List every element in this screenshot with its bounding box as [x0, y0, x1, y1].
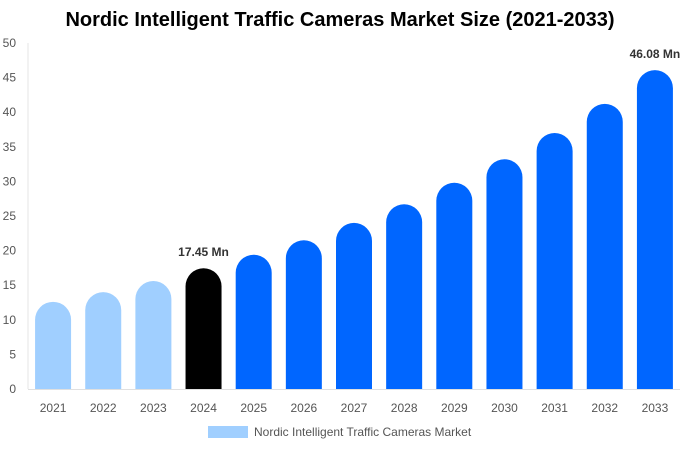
x-tick-label: 2028 — [391, 401, 418, 415]
bar-2032 — [586, 103, 623, 390]
bar-2022 — [85, 292, 122, 389]
x-tick-label: 2027 — [341, 401, 368, 415]
x-tick-label: 2032 — [591, 401, 618, 415]
bar-2021 — [35, 301, 72, 389]
bar-2031 — [536, 132, 573, 389]
chart-title: Nordic Intelligent Traffic Cameras Marke… — [65, 9, 615, 31]
x-tick-label: 2030 — [491, 401, 518, 415]
y-tick-label: 30 — [3, 174, 17, 188]
y-tick-label: 15 — [3, 278, 17, 292]
y-tick-label: 10 — [3, 313, 17, 327]
x-tick-label: 2026 — [290, 401, 317, 415]
data-label-2024: 17.45 Mn — [178, 245, 229, 259]
bar-2027 — [336, 222, 372, 389]
x-tick-label: 2025 — [240, 401, 267, 415]
y-tick-label: 20 — [3, 244, 17, 258]
y-tick-label: 35 — [3, 140, 17, 154]
x-tick-label: 2031 — [541, 401, 568, 415]
bar-2030 — [486, 159, 523, 389]
y-tick-label: 40 — [3, 105, 17, 119]
x-tick-label: 2029 — [441, 401, 468, 415]
y-tick-label: 25 — [3, 209, 17, 223]
y-tick-label: 50 — [3, 36, 17, 50]
x-tick-label: 2033 — [642, 401, 669, 415]
x-tick-label: 2022 — [90, 401, 117, 415]
bar-2024 — [185, 268, 222, 389]
bar-2028 — [386, 204, 423, 389]
legend[interactable]: Nordic Intelligent Traffic Cameras Marke… — [208, 425, 471, 439]
y-tick-label: 0 — [9, 382, 16, 396]
x-tick-label: 2024 — [190, 401, 217, 415]
bar-2033 — [636, 70, 673, 389]
legend-label: Nordic Intelligent Traffic Cameras Marke… — [254, 425, 472, 439]
bar-2023 — [135, 281, 172, 389]
legend-swatch — [208, 426, 248, 438]
y-tick-label: 5 — [9, 347, 16, 361]
x-tick-label: 2023 — [140, 401, 167, 415]
x-tick-label: 2021 — [40, 401, 67, 415]
data-label-2033: 46.08 Mn — [630, 47, 680, 61]
bar-2026 — [285, 240, 322, 389]
bar-2029 — [436, 182, 473, 389]
bar-2025 — [235, 254, 272, 389]
y-tick-label: 45 — [3, 71, 17, 85]
